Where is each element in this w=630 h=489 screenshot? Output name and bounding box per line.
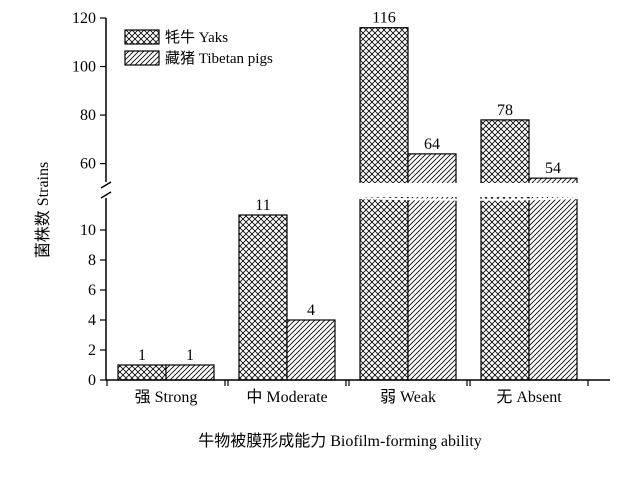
y-tick-label: 80	[80, 107, 96, 124]
y-tick-label: 8	[88, 252, 96, 269]
bar	[480, 119, 530, 381]
x-tick-label: 无 Absent	[496, 389, 562, 406]
x-tick-label: 强 Strong	[135, 389, 198, 406]
y-tick-label: 60	[80, 156, 96, 173]
bar-value-label: 1	[186, 347, 194, 364]
y-tick-label: 120	[72, 10, 96, 27]
bar	[165, 364, 215, 381]
bar-value-label: 4	[307, 302, 315, 319]
bar-value-label: 11	[255, 197, 270, 214]
bar-value-label: 1	[138, 347, 146, 364]
legend: 牦牛 Yaks 藏猪 Tibetan pigs	[124, 29, 273, 67]
axis-break-mark	[100, 181, 112, 189]
bar-value-label: 54	[545, 160, 561, 177]
bar	[359, 27, 409, 381]
bar	[286, 319, 336, 381]
y-tick-label: 4	[88, 312, 96, 329]
x-tick-label: 中 Moderate	[246, 388, 327, 406]
y-tick-label: 10	[80, 222, 96, 239]
bar-value-label: 78	[497, 102, 513, 119]
bar-value-label: 116	[372, 10, 395, 27]
axis-break-edge	[107, 195, 611, 201]
y-tick-label: 2	[88, 342, 96, 359]
bar-value-label: 64	[424, 136, 440, 153]
axis-break-mark	[100, 191, 112, 199]
bar	[528, 177, 578, 381]
y-tick-label: 0	[88, 372, 96, 389]
x-axis-title: 牛物被膜形成能力 Biofilm-forming ability	[198, 432, 482, 450]
bar	[238, 214, 288, 381]
legend-swatch	[124, 29, 160, 45]
y-axis-title: 菌株数 Strains	[34, 162, 52, 258]
bar	[117, 364, 167, 381]
x-tick-label: 弱 Weak	[380, 388, 436, 406]
legend-label: 藏猪 Tibetan pigs	[165, 50, 273, 67]
legend-label: 牦牛 Yaks	[165, 29, 228, 46]
y-tick-label: 6	[88, 282, 96, 299]
axis-break-edge	[107, 181, 611, 187]
legend-swatch	[124, 50, 160, 66]
y-tick-label: 100	[72, 59, 96, 76]
